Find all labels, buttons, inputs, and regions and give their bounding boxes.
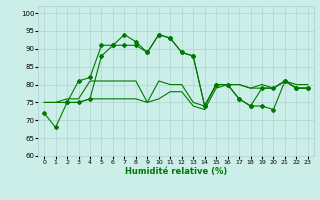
X-axis label: Humidité relative (%): Humidité relative (%) [125,167,227,176]
